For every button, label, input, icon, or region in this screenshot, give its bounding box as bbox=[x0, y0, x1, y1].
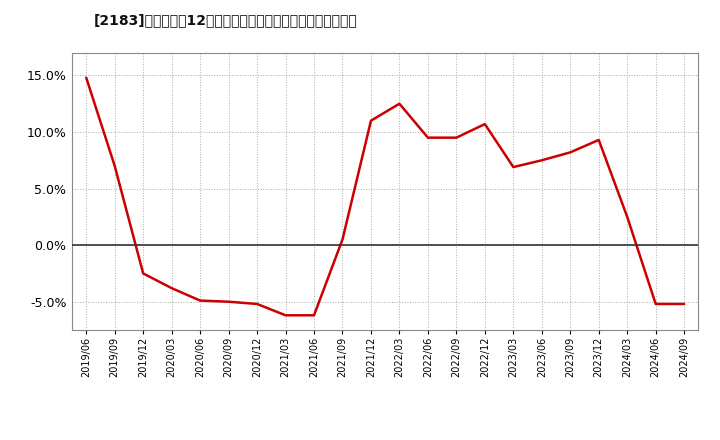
Text: [2183]　売上高の12か月移動合計の対前年同期増減率の推移: [2183] 売上高の12か月移動合計の対前年同期増減率の推移 bbox=[94, 13, 357, 27]
